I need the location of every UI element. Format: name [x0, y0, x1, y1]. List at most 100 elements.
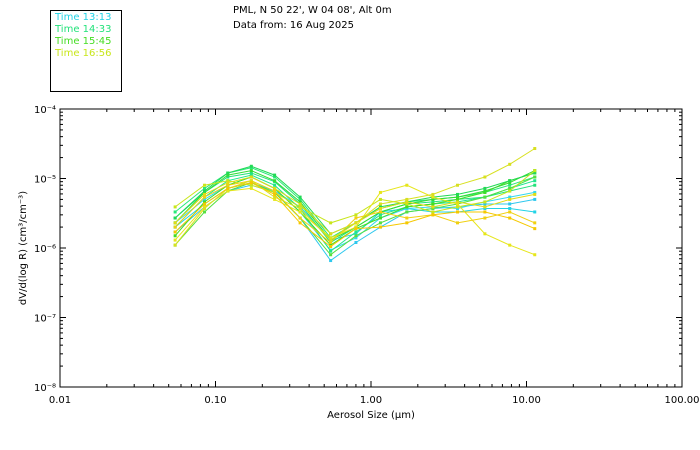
data-point	[354, 227, 358, 231]
legend-box: Time 13:13 Time 14:33 Time 15:45 Time 16…	[50, 10, 122, 92]
data-point	[508, 189, 512, 193]
data-point	[431, 205, 435, 209]
x-axis-label: Aerosol Size (µm)	[327, 410, 415, 421]
data-point	[354, 236, 358, 240]
data-point	[533, 210, 537, 214]
data-point	[226, 186, 230, 190]
data-point	[508, 181, 512, 185]
data-point	[405, 216, 409, 220]
data-point	[273, 197, 277, 201]
data-point	[249, 183, 253, 187]
data-point	[431, 207, 435, 211]
data-point	[508, 195, 512, 199]
data-point	[431, 195, 435, 199]
data-point	[203, 195, 207, 199]
data-point	[226, 189, 230, 193]
data-point	[249, 179, 253, 183]
date-header: Data from: 16 Aug 2025	[233, 20, 354, 31]
data-point	[329, 253, 333, 257]
data-point	[431, 192, 435, 196]
data-point	[405, 221, 409, 225]
data-point	[405, 207, 409, 211]
data-point	[533, 192, 537, 196]
y-tick-label: 10⁻⁶	[34, 244, 56, 255]
data-point	[298, 207, 302, 211]
data-point	[378, 205, 382, 209]
data-point	[405, 210, 409, 214]
data-point	[203, 189, 207, 193]
data-point	[378, 213, 382, 217]
data-point	[354, 225, 358, 229]
data-point	[456, 195, 460, 199]
data-point	[508, 197, 512, 201]
data-point	[273, 186, 277, 190]
legend-entry-3: Time 15:45	[55, 36, 112, 47]
data-point	[378, 190, 382, 194]
data-point	[173, 234, 177, 238]
data-point	[354, 216, 358, 220]
data-point	[249, 186, 253, 190]
data-point	[405, 202, 409, 206]
data-point	[226, 171, 230, 175]
data-point	[483, 189, 487, 193]
data-point	[483, 195, 487, 199]
data-point	[456, 202, 460, 206]
data-point	[329, 221, 333, 225]
x-tick-label: 100.00	[665, 395, 700, 406]
data-point	[483, 202, 487, 206]
legend-entry-1: Time 13:13	[55, 12, 112, 23]
data-point	[329, 238, 333, 242]
data-point	[483, 216, 487, 220]
data-point	[431, 197, 435, 201]
data-point	[533, 183, 537, 187]
data-point	[203, 207, 207, 211]
data-point	[533, 227, 537, 231]
data-point	[456, 210, 460, 214]
data-point	[508, 179, 512, 183]
data-point	[533, 253, 537, 257]
data-point	[203, 200, 207, 204]
data-point	[508, 162, 512, 166]
data-point	[203, 197, 207, 201]
data-point	[298, 216, 302, 220]
y-tick-label: 10⁻⁵	[34, 175, 56, 186]
y-tick-label: 10⁻⁸	[34, 383, 56, 394]
data-point	[533, 147, 537, 151]
data-point	[173, 238, 177, 242]
data-point	[273, 173, 277, 177]
data-point	[378, 221, 382, 225]
data-point	[173, 225, 177, 229]
data-point	[431, 213, 435, 217]
data-point	[456, 183, 460, 187]
data-point	[456, 197, 460, 201]
y-tick-label: 10⁻⁴	[34, 105, 56, 116]
x-tick-label: 0.10	[204, 395, 226, 406]
data-point	[226, 183, 230, 187]
data-point	[273, 175, 277, 179]
data-point	[273, 183, 277, 187]
data-point	[354, 232, 358, 236]
data-point	[249, 169, 253, 173]
data-point	[508, 186, 512, 190]
data-point	[508, 210, 512, 214]
data-point	[456, 192, 460, 196]
data-point	[354, 240, 358, 244]
data-point	[249, 175, 253, 179]
y-tick-label: 10⁻⁷	[34, 314, 56, 325]
y-axis-label: dV/d(log R) (cm³/cm⁻³)	[18, 191, 29, 305]
series-line	[174, 184, 535, 256]
data-point	[405, 205, 409, 209]
data-point	[431, 202, 435, 206]
data-point	[329, 249, 333, 253]
data-point	[378, 210, 382, 214]
data-point	[483, 205, 487, 209]
data-point	[405, 200, 409, 204]
data-point	[378, 197, 382, 201]
data-point	[273, 192, 277, 196]
data-point	[298, 210, 302, 214]
data-point	[273, 189, 277, 193]
location-header: PML, N 50 22', W 04 08', Alt 0m	[233, 5, 392, 16]
data-point	[203, 183, 207, 187]
data-point	[483, 210, 487, 214]
